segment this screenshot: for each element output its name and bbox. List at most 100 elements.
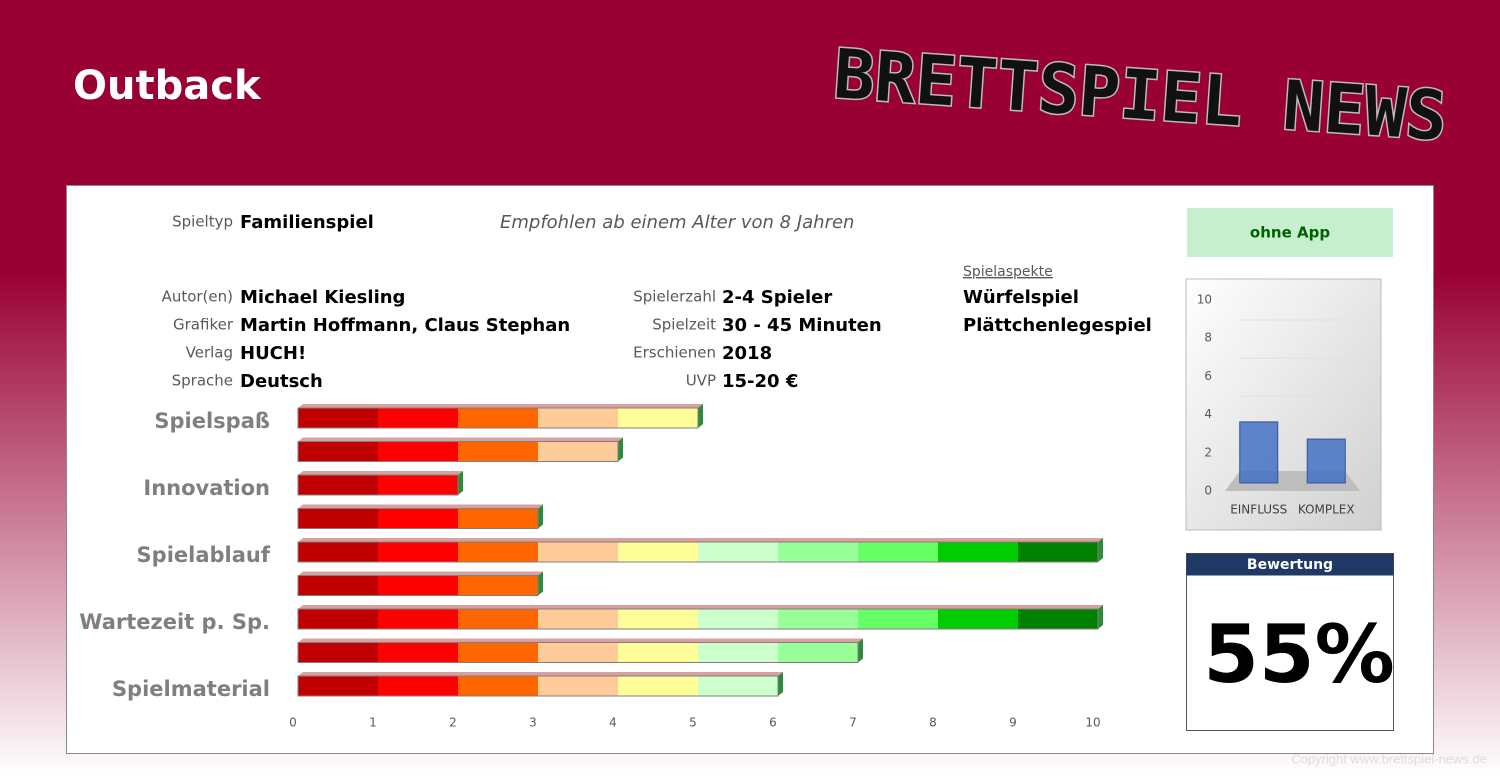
bar-side [538, 571, 543, 596]
x-tick-label: 3 [529, 716, 537, 730]
info-value: 30 - 45 Minuten [722, 315, 882, 336]
row-label: Spielablauf [137, 543, 271, 567]
x-tick-label: 6 [769, 716, 777, 730]
bar-segment [618, 408, 698, 428]
bar [297, 642, 859, 663]
bar [297, 407, 699, 429]
info-label: Spieltyp [172, 213, 233, 231]
x-tick-label: 4 [609, 716, 617, 730]
bar-segment [538, 542, 618, 562]
bar-segment [458, 441, 538, 462]
info-label: Grafiker [173, 316, 234, 334]
bar-top [298, 571, 543, 576]
bar-segment [458, 508, 538, 529]
bar-segment [298, 475, 378, 495]
bar-segment [698, 542, 778, 562]
bar-segment [538, 441, 618, 462]
bar-segment [938, 609, 1018, 629]
y-tick-label: 4 [1204, 407, 1212, 421]
bar-side [778, 672, 783, 696]
bar-top [298, 437, 623, 442]
bar-segment [298, 508, 378, 529]
info-value: 15-20 € [722, 371, 798, 392]
copyright: Copyright www.brettspiel-news.de [1291, 751, 1487, 766]
bar-segment [298, 642, 378, 663]
rating-header [1186, 553, 1394, 576]
x-tick-label: 9 [1009, 716, 1017, 730]
rating-box [1186, 553, 1394, 731]
bar-segment [618, 642, 698, 663]
bar-segment [378, 609, 458, 629]
row-label: Innovation [143, 476, 270, 500]
rating-value: 55% [1203, 608, 1394, 701]
info-value: Martin Hoffmann, Claus Stephan [240, 315, 570, 336]
bar [297, 474, 459, 496]
info-label: Sprache [172, 372, 233, 390]
info-label: Erschienen [633, 344, 716, 362]
bar-top [298, 471, 463, 475]
y-tick-label: 8 [1204, 331, 1212, 345]
bar-side [698, 404, 703, 428]
bar-segment [378, 575, 458, 596]
bar-segment [618, 609, 698, 629]
row-label: Spielspaß [154, 409, 270, 433]
bar-segment [298, 441, 378, 462]
bar-side [538, 504, 543, 529]
y-tick-label: 0 [1204, 484, 1212, 498]
bar-segment [1018, 542, 1098, 562]
info-label: Spielerzahl [633, 288, 716, 306]
bar-segment [618, 542, 698, 562]
app-box [1187, 208, 1393, 257]
bar [297, 541, 1099, 563]
bar-segment [538, 609, 618, 629]
aspect-item: Plättchenlegespiel [963, 315, 1152, 336]
x-tick-label: EINFLUSS [1230, 503, 1287, 517]
bar-segment [298, 575, 378, 596]
bar-top [298, 404, 703, 408]
bar-segment [698, 609, 778, 629]
bar-side [618, 437, 623, 462]
bar-segment [618, 676, 698, 696]
info-label: UVP [686, 372, 716, 390]
bar-segment [698, 642, 778, 663]
row-label: Spielmaterial [112, 677, 270, 701]
bar-segment [378, 441, 458, 462]
bar-segment [298, 676, 378, 696]
info-label: Spielzeit [652, 316, 716, 334]
bar [1306, 438, 1346, 484]
bar-segment [298, 609, 378, 629]
bar-segment [458, 575, 538, 596]
bar-segment [378, 408, 458, 428]
bar-side [458, 471, 463, 495]
bar-side [1098, 538, 1103, 562]
bar [297, 508, 539, 529]
bar-segment [1018, 609, 1098, 629]
x-tick-label: KOMPLEX [1298, 503, 1355, 517]
x-tick-label: 10 [1085, 716, 1100, 730]
app-status: ohne App [1250, 224, 1330, 242]
y-tick-label: 2 [1204, 445, 1212, 459]
x-tick-label: 5 [689, 716, 697, 730]
bar-segment [458, 609, 538, 629]
info-value: Michael Kiesling [240, 287, 405, 308]
bar [297, 608, 1099, 630]
info-value: 2-4 Spieler [722, 287, 832, 308]
bar-segment [378, 676, 458, 696]
bar-segment [378, 542, 458, 562]
rating-title: Bewertung [1247, 557, 1333, 573]
bar-segment [778, 542, 858, 562]
y-tick-label: 6 [1204, 369, 1212, 383]
info-value: 2018 [722, 343, 772, 364]
bar-segment [858, 609, 938, 629]
bar-top [298, 504, 543, 509]
row-label: Wartezeit p. Sp. [79, 610, 270, 634]
bar-segment [458, 676, 538, 696]
bar-top [298, 638, 863, 643]
bar-top [298, 672, 783, 676]
bar-segment [858, 542, 938, 562]
bar-side [1098, 605, 1103, 629]
x-tick-label: 0 [289, 716, 297, 730]
bar [1239, 421, 1279, 484]
bar-segment [298, 542, 378, 562]
info-label: Autor(en) [162, 288, 233, 306]
